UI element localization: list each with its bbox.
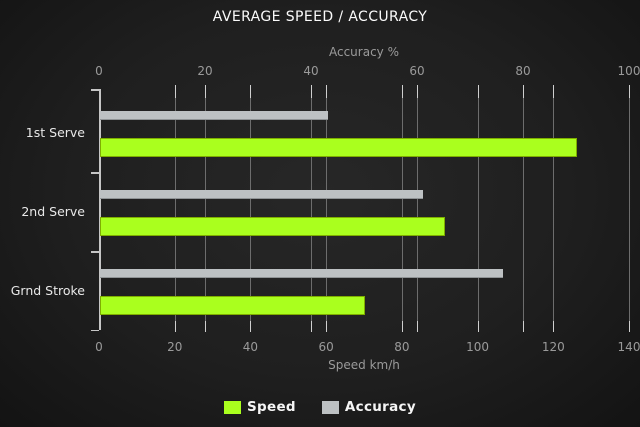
legend: Speed Accuracy	[0, 399, 640, 415]
bottom-axis-title: Speed km/h	[328, 358, 400, 372]
top-axis-title: Accuracy %	[328, 45, 399, 59]
gridline	[417, 85, 418, 331]
gridline	[326, 85, 328, 331]
chart-title: AVERAGE SPEED / ACCURACY	[212, 9, 428, 25]
axis-tick-mark	[205, 85, 206, 98]
gridline	[401, 85, 403, 331]
axis-tick-mark	[477, 321, 479, 332]
axis-tick-mark	[523, 321, 524, 332]
axis-tick-mark	[311, 321, 312, 332]
category-label: Grnd Stroke	[10, 283, 85, 298]
axis-tick-mark	[250, 85, 252, 98]
y-axis-tick-mark	[91, 251, 99, 253]
legend-item: Speed	[224, 399, 296, 415]
gridline	[311, 85, 312, 331]
bottom-axis-tick-label: 100	[466, 340, 490, 354]
top-axis-tick-label: 80	[515, 64, 531, 78]
category-label: 2nd Serve	[21, 204, 85, 219]
speed-legend-swatch	[224, 400, 242, 414]
accuracy-bar	[100, 269, 503, 278]
axis-tick-mark	[250, 321, 252, 332]
axis-tick-mark	[174, 85, 176, 98]
bottom-axis-tick-label: 40	[242, 340, 259, 354]
axis-tick-mark	[205, 321, 206, 332]
bottom-axis-tick-label: 140	[617, 340, 640, 354]
accuracy-bar	[100, 190, 424, 199]
gridline	[523, 85, 524, 331]
axis-tick-mark	[401, 85, 403, 98]
legend-label: Speed	[247, 399, 296, 415]
legend-item: Accuracy	[321, 399, 416, 415]
speed-bar	[100, 296, 365, 315]
axis-tick-mark	[523, 85, 524, 98]
y-axis-tick-mark	[91, 89, 99, 91]
y-axis-tick-mark	[91, 329, 99, 331]
gridline	[205, 85, 206, 331]
axis-tick-mark	[477, 85, 479, 98]
bottom-axis-tick-label: 80	[394, 340, 410, 354]
speed-bar	[100, 138, 577, 157]
axis-tick-mark	[553, 321, 555, 332]
gridline	[553, 85, 555, 331]
axis-tick-mark	[417, 321, 418, 332]
axis-tick-mark	[629, 85, 630, 98]
speed-bar	[100, 217, 445, 236]
axis-tick-mark	[401, 321, 403, 332]
top-axis-tick-label: 20	[197, 64, 213, 78]
axis-tick-mark	[629, 321, 630, 332]
y-axis-tick-mark	[91, 172, 99, 174]
gridline	[629, 85, 630, 331]
bottom-axis-tick-label: 120	[541, 340, 565, 354]
y-axis-line	[99, 89, 101, 330]
bottom-axis-tick-label: 60	[318, 340, 334, 354]
top-axis-tick-label: 100	[617, 64, 640, 78]
top-axis-tick-label: 40	[303, 64, 319, 78]
axis-tick-mark	[326, 321, 328, 332]
axis-tick-mark	[417, 85, 418, 98]
accuracy-legend-swatch	[321, 400, 339, 414]
plot-area	[91, 85, 630, 332]
accuracy-bar	[100, 111, 328, 120]
gridline	[250, 85, 252, 331]
axis-tick-mark	[553, 85, 555, 98]
top-axis-tick-label: 60	[409, 64, 425, 78]
bottom-axis-tick-label: 20	[167, 340, 183, 354]
axis-tick-mark	[326, 85, 328, 98]
top-axis-tick-label: 0	[95, 64, 103, 78]
gridline	[477, 85, 479, 331]
axis-tick-mark	[174, 321, 176, 332]
bottom-axis-tick-label: 0	[95, 340, 103, 354]
legend-label: Accuracy	[344, 399, 416, 415]
axis-tick-mark	[311, 85, 312, 98]
category-label: 1st Serve	[25, 125, 85, 140]
gridline	[174, 85, 176, 331]
